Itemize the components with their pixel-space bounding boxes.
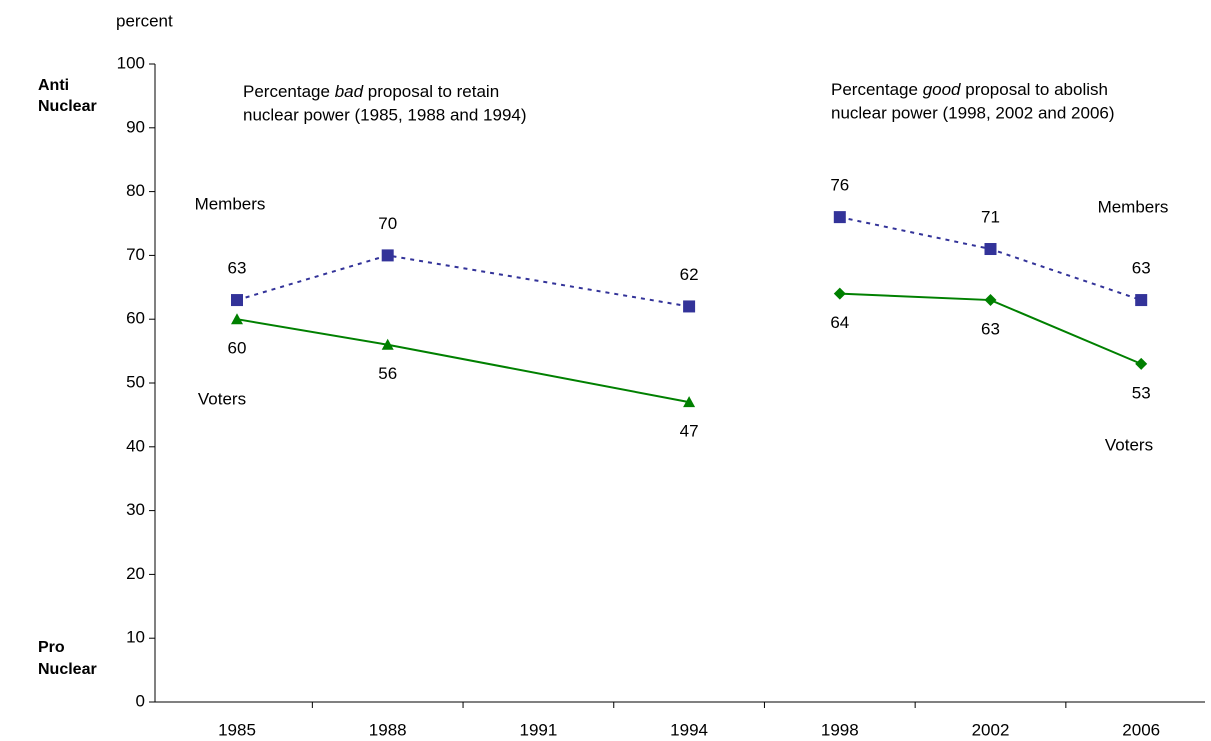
x-tick-label: 1988 [369, 720, 407, 739]
data-label: 63 [228, 259, 247, 278]
marker [984, 294, 997, 307]
y-tick-label: 0 [136, 691, 145, 710]
top-label: Anti [38, 77, 69, 94]
y-tick-label: 20 [126, 564, 145, 583]
bottom-label: Nuclear [38, 661, 97, 678]
data-label: 63 [981, 320, 1000, 339]
bottom-label: Pro [38, 639, 65, 656]
data-label: 70 [378, 214, 397, 233]
data-label: 76 [830, 176, 849, 195]
y-axis-label: percent [116, 11, 173, 30]
y-tick-label: 40 [126, 436, 145, 455]
series-label: Voters [1105, 435, 1153, 454]
series-label: Members [1098, 197, 1169, 216]
marker [231, 294, 243, 307]
marker [231, 313, 243, 325]
data-label: 64 [830, 313, 849, 332]
marker [381, 338, 394, 350]
marker [984, 243, 997, 256]
y-tick-label: 70 [126, 245, 145, 264]
series-label: Voters [198, 389, 246, 408]
marker [1135, 294, 1148, 307]
top-label: Nuclear [38, 98, 97, 115]
marker [833, 211, 846, 224]
data-label: 62 [680, 265, 699, 284]
series-label: Members [195, 194, 266, 213]
y-tick-label: 30 [126, 500, 145, 519]
data-label: 60 [228, 339, 247, 358]
note: Percentage good proposal to abolish [831, 80, 1108, 99]
note: nuclear power (1985, 1988 and 1994) [243, 105, 527, 124]
marker [1135, 357, 1148, 370]
y-tick-label: 90 [126, 117, 145, 136]
data-label: 71 [981, 208, 1000, 227]
y-tick-label: 10 [126, 628, 145, 647]
note: nuclear power (1998, 2002 and 2006) [831, 103, 1115, 122]
y-tick-label: 100 [117, 53, 145, 72]
y-tick-label: 80 [126, 181, 145, 200]
data-label: 53 [1132, 383, 1151, 402]
y-tick-label: 60 [126, 309, 145, 328]
y-tick-label: 50 [126, 372, 145, 391]
marker [381, 249, 394, 262]
series-line [236, 254, 690, 308]
x-tick-label: 1991 [519, 720, 557, 739]
x-tick-label: 1998 [821, 720, 859, 739]
note: Percentage bad proposal to retain [243, 82, 499, 101]
marker [683, 396, 696, 408]
series-line [839, 216, 1142, 302]
data-label: 63 [1132, 259, 1151, 278]
data-label: 56 [378, 364, 397, 383]
x-tick-label: 1985 [218, 720, 256, 739]
marker [833, 287, 846, 300]
data-label: 47 [680, 422, 699, 441]
x-tick-label: 1994 [670, 720, 708, 739]
x-tick-label: 2006 [1122, 720, 1160, 739]
marker [683, 300, 696, 313]
x-tick-label: 2002 [972, 720, 1010, 739]
series-line [236, 318, 690, 404]
